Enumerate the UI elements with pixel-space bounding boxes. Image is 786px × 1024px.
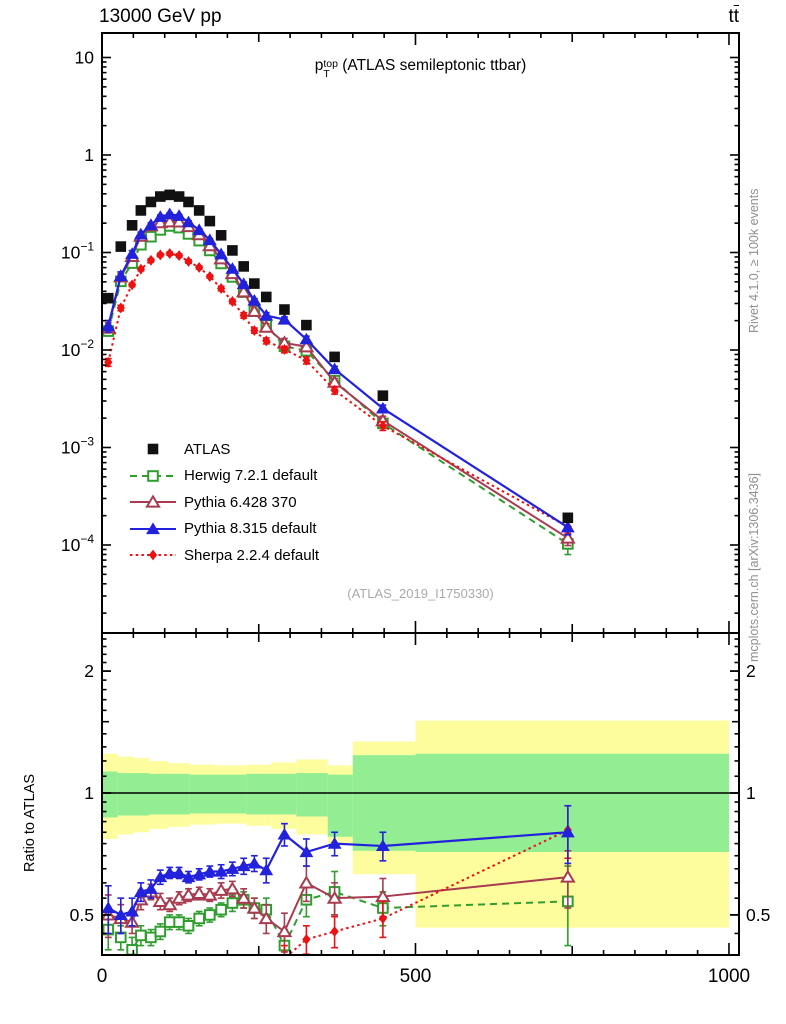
plot-title: p top T (ATLAS semileptonic ttbar) <box>102 57 739 80</box>
observable-scripts: top T <box>323 57 338 80</box>
ratio-y-tick-label-left: 0.5 <box>70 905 94 925</box>
main-y-tick-label: 1 <box>84 145 94 165</box>
observable-sup: top <box>323 57 338 70</box>
legend-marker-square-filled <box>147 443 159 455</box>
legend-label: Pythia 8.315 default <box>184 520 317 538</box>
observable-sub: T <box>323 68 330 80</box>
rivet-version-note: Rivet 4.1.0, ≥ 100k events <box>747 188 761 333</box>
legend-item-herwig: Herwig 7.2.1 default <box>130 463 319 490</box>
main-y-tick-label: 10−2 <box>61 337 94 360</box>
process-t1: t <box>728 6 734 27</box>
legend: ATLAS Herwig 7.2.1 default Pythia 6.428 37… <box>130 436 319 569</box>
legend-label: Pythia 6.428 370 <box>184 493 297 511</box>
legend-item-pythia: Pythia 6.428 370 <box>130 489 319 516</box>
ratio-axis-title: Ratio to ATLAS <box>22 773 38 872</box>
ratio-panel-series <box>102 804 576 955</box>
legend-label: Sherpa 2.2.4 default <box>184 546 320 564</box>
process-t2-bar: t <box>733 6 739 27</box>
ratio-panel-frame <box>101 632 740 956</box>
green-band-segment <box>296 773 328 817</box>
legend-marker-square-open <box>130 469 176 482</box>
legend-marker-triangle-filled <box>130 522 176 534</box>
ratio-y-tick-label-right: 1 <box>746 783 756 803</box>
main-y-tick-label: 10−4 <box>61 532 94 555</box>
legend-marker-diamond-filled <box>130 549 176 561</box>
analysis-id-watermark: (ATLAS_2019_I1750330) <box>347 586 494 601</box>
process-label: tt <box>102 6 739 28</box>
legend-item-sherpa: Sherpa 2.2.4 default <box>130 542 319 569</box>
uncertainty-bands <box>102 720 729 928</box>
beam-energy-label: 13000 GeV pp <box>99 6 222 27</box>
main-panel-series <box>102 189 576 556</box>
green-band-segment <box>327 774 353 837</box>
legend-item-pythia: Pythia 8.315 default <box>130 516 319 543</box>
main-y-tick-label: 10 <box>75 48 95 68</box>
green-band-segment <box>246 773 297 815</box>
green-band-segment <box>102 771 118 818</box>
main-y-tick-label: 10−1 <box>61 240 94 263</box>
plot-title-rest: (ATLAS semileptonic ttbar) <box>337 57 527 74</box>
green-band-segment <box>352 755 416 851</box>
x-tick-label: 0 <box>97 966 108 987</box>
ratio-series-pythia <box>102 804 575 935</box>
ratio-series-pythia <box>102 849 576 953</box>
legend-marker-triangle-open <box>130 494 176 508</box>
main-y-tick-label: 10−3 <box>61 435 94 458</box>
ratio-y-tick-label-left: 2 <box>84 661 94 681</box>
x-tick-label: 500 <box>400 966 432 987</box>
main-series-pythia <box>102 207 575 536</box>
ratio-y-tick-label-right: 2 <box>746 661 756 681</box>
legend-label: ATLAS <box>184 440 231 458</box>
green-band-segment <box>149 773 190 815</box>
x-tick-label: 1000 <box>708 966 750 987</box>
legend-label: Herwig 7.2.1 default <box>184 467 318 485</box>
mcplots-arxiv-note: mcplots.cern.ch [arXiv:1306.3436] <box>747 473 761 662</box>
observable-symbol: p <box>314 57 324 74</box>
green-band-segment <box>189 774 247 814</box>
legend-item-atlas: ATLAS <box>130 436 319 463</box>
green-band-segment <box>117 773 150 816</box>
main-series-atlas <box>102 189 574 524</box>
ratio-y-tick-label-left: 1 <box>84 783 94 803</box>
ratio-y-tick-label-right: 0.5 <box>746 905 770 925</box>
